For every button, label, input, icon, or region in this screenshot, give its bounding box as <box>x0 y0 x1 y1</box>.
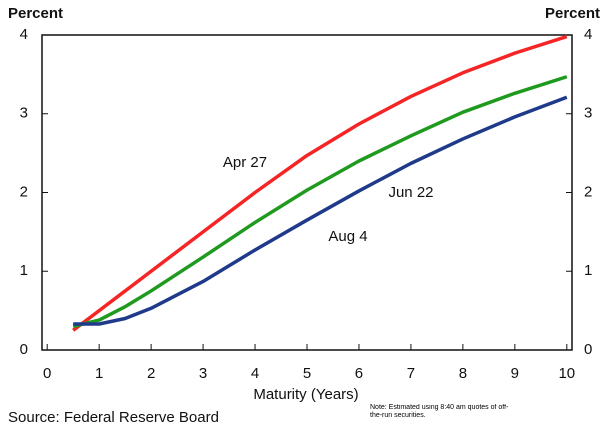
x-tick-label: 3 <box>199 365 207 382</box>
y-label-left: Percent <box>8 5 63 22</box>
y-label-right: Percent <box>545 5 600 22</box>
x-tick-label: 2 <box>147 365 155 382</box>
y-tick-label: 2 <box>20 183 28 200</box>
x-tick-label: 9 <box>511 365 519 382</box>
y-tick-label-right: 4 <box>584 26 592 43</box>
x-tick-label: 4 <box>251 365 259 382</box>
x-tick-label: 5 <box>303 365 311 382</box>
series-label: Aug 4 <box>328 228 367 245</box>
y-tick-label: 4 <box>20 26 28 43</box>
y-tick-label: 3 <box>20 105 28 122</box>
x-tick-label: 6 <box>355 365 363 382</box>
x-label: Maturity (Years) <box>253 386 358 403</box>
x-tick-label: 0 <box>43 365 51 382</box>
series-label: Apr 27 <box>223 154 267 171</box>
series-label: Jun 22 <box>388 184 433 201</box>
y-tick-label-right: 3 <box>584 105 592 122</box>
x-tick-label: 7 <box>407 365 415 382</box>
y-tick-label-right: 0 <box>584 341 592 358</box>
note: Note: Estimated using 8:40 am quotes of … <box>370 404 509 419</box>
y-tick-label: 0 <box>20 341 28 358</box>
x-tick-label: 10 <box>558 365 575 382</box>
series-line <box>73 95 568 326</box>
plot-frame <box>41 34 573 351</box>
x-tick-label: 1 <box>95 365 103 382</box>
y-tick-label-right: 1 <box>584 262 592 279</box>
note-box: Note: Estimated using 8:40 am quotes of … <box>370 404 509 419</box>
x-tick-label: 8 <box>459 365 467 382</box>
y-tick-label-right: 2 <box>584 183 592 200</box>
y-tick-label: 1 <box>20 262 28 279</box>
source: Source: Federal Reserve Board <box>8 409 219 426</box>
series-line <box>72 75 568 329</box>
series-line <box>72 34 568 332</box>
